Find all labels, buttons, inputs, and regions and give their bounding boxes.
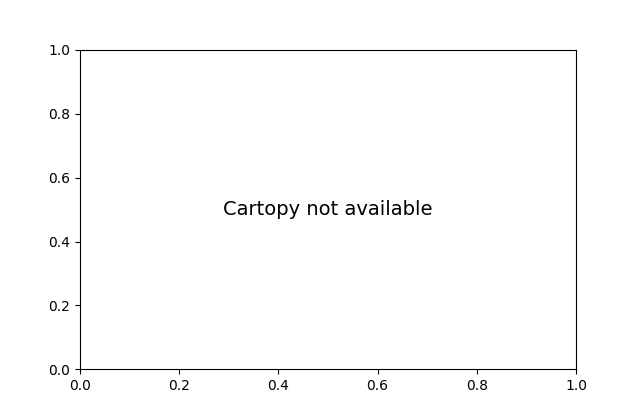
- Text: Cartopy not available: Cartopy not available: [223, 200, 433, 219]
